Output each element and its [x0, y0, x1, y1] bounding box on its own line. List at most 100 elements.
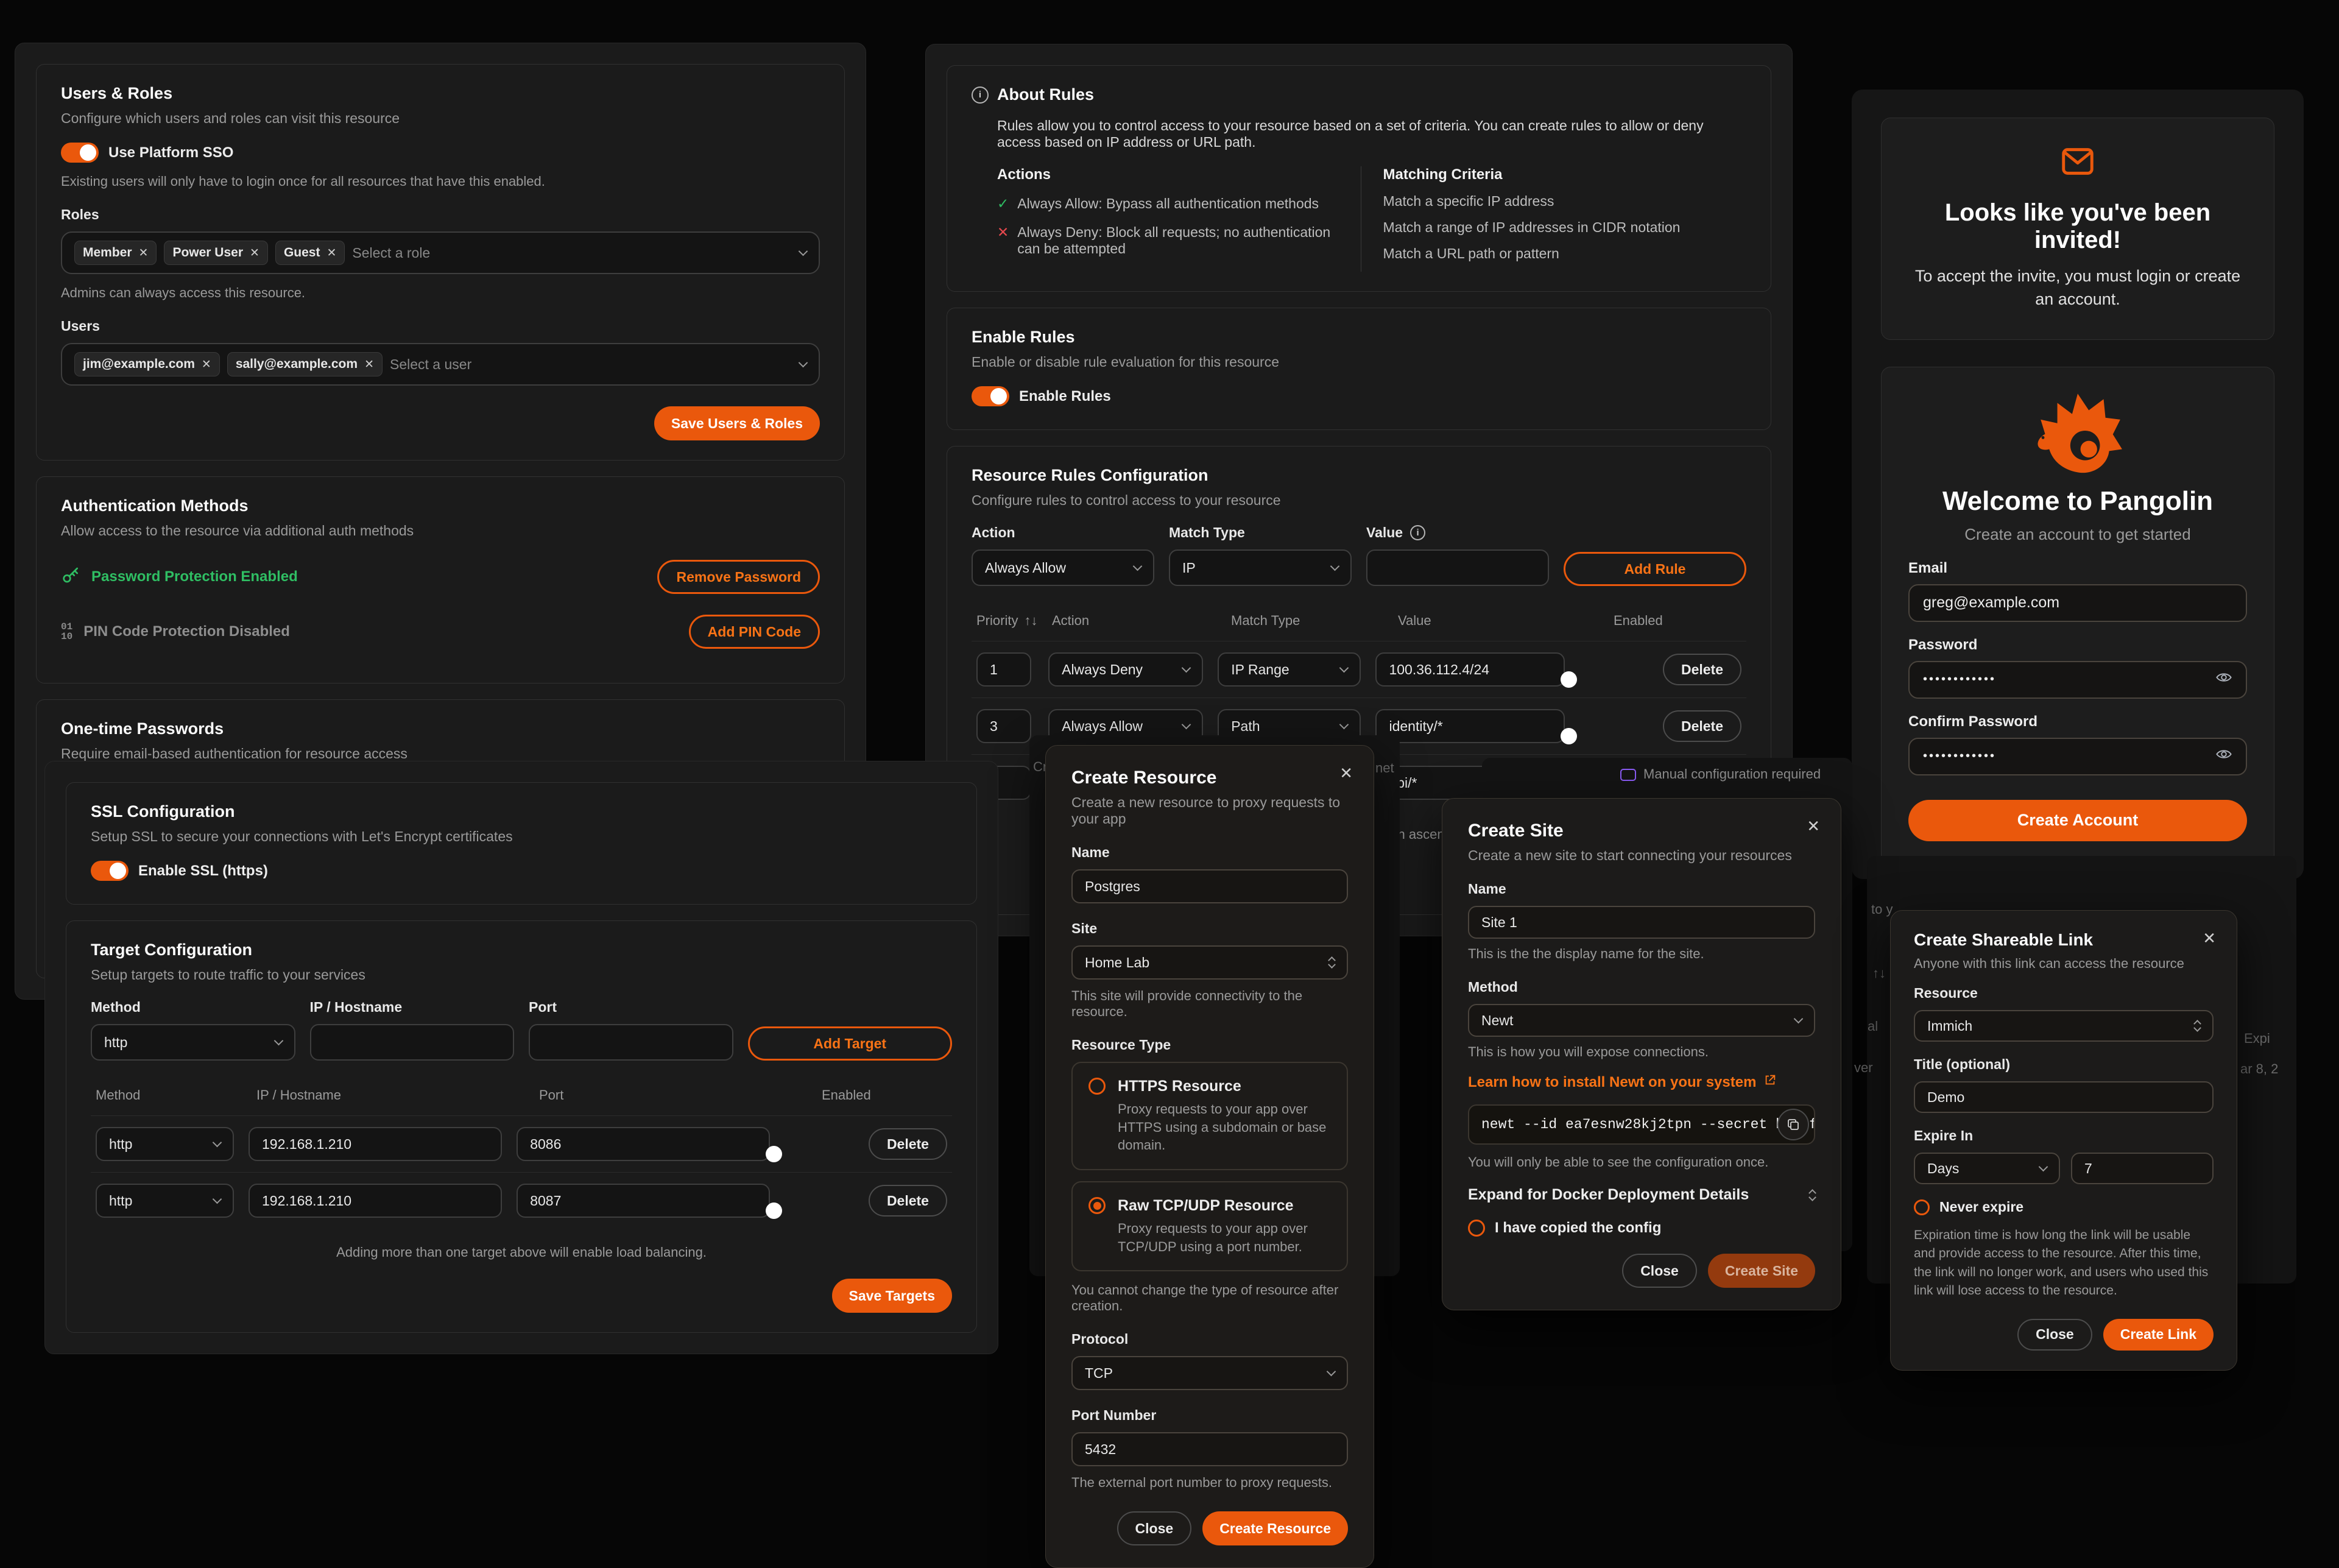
- resource-name-input[interactable]: Postgres: [1071, 869, 1348, 903]
- action-select[interactable]: Always Allow: [972, 549, 1154, 586]
- copied-config-radio[interactable]: I have copied the config: [1468, 1220, 1815, 1237]
- protocol-select[interactable]: TCP: [1071, 1356, 1348, 1391]
- site-method-select[interactable]: Newt: [1468, 1004, 1815, 1037]
- target-method-select[interactable]: http: [96, 1184, 235, 1218]
- enable-rules-label: Enable Rules: [1019, 387, 1111, 404]
- email-field[interactable]: greg@example.com: [1908, 584, 2247, 622]
- option-desc: Proxy requests to your app over TCP/UDP …: [1118, 1221, 1308, 1254]
- rule-value-input[interactable]: identity/*: [1375, 709, 1565, 743]
- create-site-button[interactable]: Create Site: [1707, 1254, 1815, 1288]
- platform-sso-label: Use Platform SSO: [108, 144, 234, 161]
- expire-value-input[interactable]: 7: [2071, 1153, 2214, 1184]
- method-select[interactable]: http: [91, 1024, 295, 1061]
- platform-sso-toggle[interactable]: [61, 143, 99, 163]
- radio-icon[interactable]: [1088, 1078, 1106, 1095]
- delete-rule-button[interactable]: Delete: [1662, 710, 1741, 742]
- modal-subtitle: Create a new site to start connecting yo…: [1468, 847, 1792, 863]
- ip-hostname-label: IP / Hostname: [309, 999, 403, 1015]
- role-chip[interactable]: Member ✕: [74, 241, 157, 265]
- password-label: Password: [1908, 636, 1978, 653]
- port-number-input[interactable]: 5432: [1071, 1432, 1348, 1467]
- background-fragment: ar 8, 2: [2240, 1061, 2279, 1076]
- newt-command-code[interactable]: newt --id ea7esnw28kj2tpn --secret by7jf…: [1468, 1104, 1815, 1145]
- sort-icon[interactable]: ↑↓: [1024, 613, 1038, 628]
- create-resource-button[interactable]: Create Resource: [1202, 1511, 1348, 1546]
- confirm-password-field[interactable]: ••••••••••••: [1908, 737, 2247, 775]
- rule-action-select[interactable]: Always Deny: [1048, 652, 1204, 687]
- roles-label: Roles: [61, 207, 99, 222]
- radio-selected-icon[interactable]: [1088, 1197, 1106, 1215]
- port-input[interactable]: [529, 1024, 733, 1061]
- card-title: Authentication Methods: [61, 496, 249, 515]
- background-fragment: net: [1375, 760, 1394, 775]
- external-link-icon: [1763, 1073, 1777, 1091]
- target-row: http 192.168.1.210 8087 Delete: [91, 1172, 952, 1229]
- roles-multiselect[interactable]: Member ✕ Power User ✕ Guest ✕ Select a role: [61, 231, 820, 274]
- add-rule-button[interactable]: Add Rule: [1564, 552, 1746, 586]
- delete-rule-button[interactable]: Delete: [1662, 654, 1741, 685]
- priority-input[interactable]: 3: [976, 709, 1031, 743]
- target-ip-input[interactable]: 192.168.1.210: [249, 1184, 503, 1218]
- remove-chip-icon[interactable]: ✕: [201, 358, 211, 371]
- delete-target-button[interactable]: Delete: [868, 1185, 947, 1217]
- delete-target-button[interactable]: Delete: [868, 1128, 947, 1160]
- site-select[interactable]: Home Lab: [1071, 945, 1348, 980]
- radio-icon[interactable]: [1914, 1199, 1930, 1215]
- save-users-roles-button[interactable]: Save Users & Roles: [654, 406, 820, 440]
- close-icon[interactable]: ✕: [1339, 764, 1353, 782]
- close-icon[interactable]: ✕: [2203, 929, 2216, 947]
- target-method-select[interactable]: http: [96, 1127, 235, 1161]
- actions-column: Actions ✓ Always Allow: Bypass all authe…: [997, 166, 1361, 272]
- create-account-button[interactable]: Create Account: [1908, 799, 2247, 841]
- rule-match-select[interactable]: IP Range: [1218, 652, 1361, 687]
- user-chip[interactable]: jim@example.com ✕: [74, 352, 220, 376]
- password-field[interactable]: ••••••••••••: [1908, 660, 2247, 699]
- link-title-input[interactable]: Demo: [1914, 1081, 2214, 1113]
- close-button[interactable]: Close: [1622, 1254, 1697, 1288]
- eye-icon[interactable]: [2215, 746, 2232, 767]
- role-chip[interactable]: Power User ✕: [164, 241, 268, 265]
- copy-icon[interactable]: [1777, 1109, 1809, 1140]
- remove-chip-icon[interactable]: ✕: [138, 246, 149, 260]
- site-name-input[interactable]: Site 1: [1468, 906, 1815, 939]
- priority-header[interactable]: Priority: [976, 613, 1018, 628]
- enable-ssl-toggle[interactable]: [91, 861, 129, 881]
- close-icon[interactable]: ✕: [1807, 817, 1820, 835]
- close-button[interactable]: Close: [1117, 1511, 1192, 1546]
- target-port-input[interactable]: 8086: [517, 1127, 771, 1161]
- target-port-input[interactable]: 8087: [517, 1184, 771, 1218]
- chevron-down-icon: [798, 358, 808, 368]
- user-chip[interactable]: sally@example.com ✕: [227, 352, 383, 376]
- rule-row: 1 Always Deny IP Range 100.36.112.4/24 D…: [972, 641, 1746, 697]
- save-targets-button[interactable]: Save Targets: [831, 1279, 952, 1313]
- https-resource-option[interactable]: HTTPS Resource Proxy requests to your ap…: [1071, 1062, 1348, 1171]
- never-expire-radio[interactable]: Never expire: [1914, 1199, 2214, 1215]
- ip-hostname-input[interactable]: [309, 1024, 514, 1061]
- target-ip-input[interactable]: 192.168.1.210: [249, 1127, 503, 1161]
- remove-password-button[interactable]: Remove Password: [657, 560, 820, 594]
- card-subtitle: Configure rules to control access to you…: [972, 492, 1281, 508]
- remove-chip-icon[interactable]: ✕: [326, 246, 337, 260]
- rule-value-input[interactable]: 100.36.112.4/24: [1375, 652, 1565, 687]
- role-chip[interactable]: Guest ✕: [275, 241, 345, 265]
- priority-input[interactable]: 1: [976, 652, 1031, 687]
- expire-unit-select[interactable]: Days: [1914, 1153, 2060, 1184]
- remove-chip-icon[interactable]: ✕: [364, 358, 374, 371]
- invite-text: To accept the invite, you must login or …: [1914, 267, 2241, 308]
- add-pin-code-button[interactable]: Add PIN Code: [688, 615, 820, 649]
- enable-rules-toggle[interactable]: [972, 386, 1009, 406]
- eye-icon[interactable]: [2215, 669, 2232, 690]
- close-button[interactable]: Close: [2017, 1318, 2092, 1351]
- value-input[interactable]: [1366, 549, 1549, 586]
- create-link-button[interactable]: Create Link: [2103, 1318, 2214, 1351]
- users-multiselect[interactable]: jim@example.com ✕ sally@example.com ✕ Sele…: [61, 343, 820, 386]
- always-deny-desc: Always Deny: Block all requests; no auth…: [1017, 224, 1331, 256]
- install-newt-link[interactable]: Learn how to install Newt on your system: [1468, 1073, 1815, 1091]
- raw-tcp-udp-option[interactable]: Raw TCP/UDP Resource Proxy requests to y…: [1071, 1181, 1348, 1272]
- match-type-select[interactable]: IP: [1169, 549, 1352, 586]
- radio-icon[interactable]: [1468, 1220, 1485, 1237]
- resource-select[interactable]: Immich: [1914, 1010, 2214, 1042]
- docker-details-expander[interactable]: Expand for Docker Deployment Details: [1468, 1186, 1816, 1204]
- add-target-button[interactable]: Add Target: [747, 1026, 952, 1061]
- remove-chip-icon[interactable]: ✕: [250, 246, 259, 260]
